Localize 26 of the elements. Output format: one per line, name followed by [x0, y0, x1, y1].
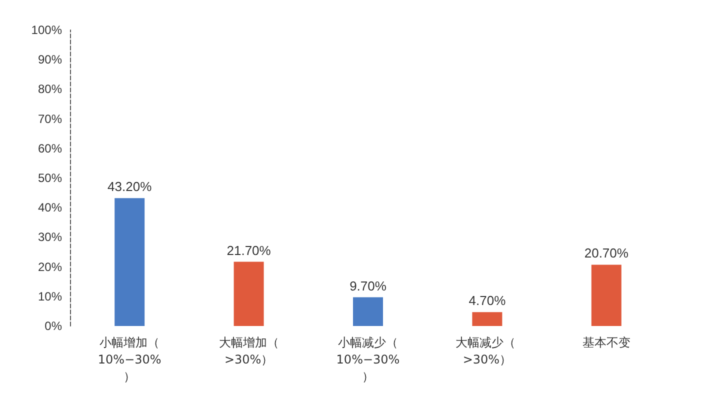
bar — [353, 297, 383, 326]
y-tick-label: 30% — [38, 230, 62, 244]
x-tick-label: 小幅减少（10%−30%） — [336, 336, 400, 384]
bar — [591, 264, 622, 326]
x-tick-label: 大幅减少（ >30%） — [455, 336, 520, 366]
x-tick-label: 大幅增加（>30%） — [218, 336, 279, 366]
data-label: 9.70% — [350, 278, 387, 294]
x-tick-label: 基本不变 — [582, 336, 630, 350]
bar — [114, 198, 145, 326]
x-tick-label: 小幅增加（10%−30%） — [98, 336, 162, 384]
y-tick-label: 40% — [38, 200, 62, 215]
y-tick-label: 90% — [38, 52, 62, 67]
y-tick-label: 70% — [38, 112, 62, 126]
data-label: 21.70% — [226, 242, 272, 258]
y-tick-label: 50% — [38, 171, 62, 185]
y-tick-label: 0% — [44, 319, 62, 333]
data-label: 20.70% — [584, 246, 629, 261]
y-tick-label: 20% — [38, 260, 62, 274]
y-tick-label: 100% — [31, 23, 62, 37]
data-label: 43.20% — [108, 179, 152, 194]
bar — [234, 262, 264, 326]
data-label: 4.70% — [468, 293, 506, 308]
bar — [472, 312, 502, 326]
y-tick-label: 10% — [38, 289, 62, 304]
y-tick-label: 60% — [38, 141, 62, 156]
y-tick-label: 80% — [38, 82, 62, 96]
